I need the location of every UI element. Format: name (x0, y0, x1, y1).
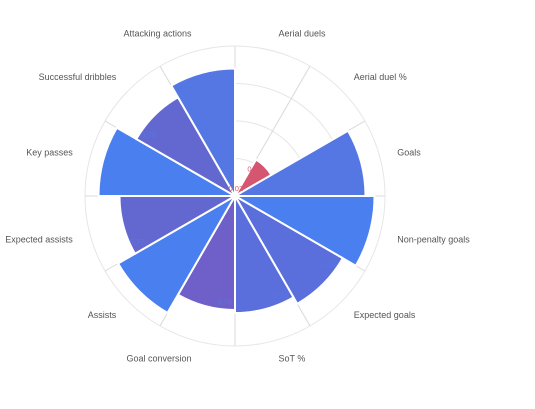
value-label: 0.76 (141, 131, 156, 140)
value-labels: 0.02 0.28 0.87 0.93 0.83 0.78 0.76 0.90 0.77 0.91… (100, 83, 373, 306)
category-label: Non-penalty goals (397, 234, 470, 244)
category-label: Aerial duel % (354, 72, 407, 82)
category-label: Attacking actions (123, 29, 192, 39)
value-label: 0.77 (130, 237, 145, 246)
category-label: Goal conversion (126, 353, 191, 363)
category-label: Aerial duels (278, 29, 326, 39)
category-label: Expected goals (354, 310, 416, 320)
category-label: Assists (88, 310, 117, 320)
bars (97, 67, 376, 315)
bar-10 (97, 126, 239, 197)
value-label: 0.90 (154, 296, 169, 305)
category-label: Key passes (26, 148, 73, 158)
bar-5 (232, 193, 345, 306)
value-label: 0.91 (100, 180, 115, 189)
category-label: Successful dribbles (39, 72, 117, 82)
value-label: 0.83 (323, 259, 338, 268)
bar-8 (116, 193, 238, 315)
category-label: SoT % (278, 353, 305, 363)
bar-4 (231, 195, 376, 268)
value-label: 0.28 (247, 164, 262, 173)
value-label: 0.76 (218, 298, 233, 307)
category-labels: Aerial duels Aerial duel % Goals Non-penalt… (5, 29, 470, 364)
bar-6 (234, 192, 295, 315)
value-label: 0.87 (339, 141, 354, 150)
category-label: Expected assists (5, 234, 73, 244)
value-label: 0.85 (178, 83, 193, 92)
value-label: 0.78 (273, 291, 288, 300)
bar-12 (169, 67, 236, 200)
category-label: Goals (397, 148, 421, 158)
value-label: 0.02 (228, 184, 243, 193)
value-label: 0.93 (359, 204, 374, 213)
